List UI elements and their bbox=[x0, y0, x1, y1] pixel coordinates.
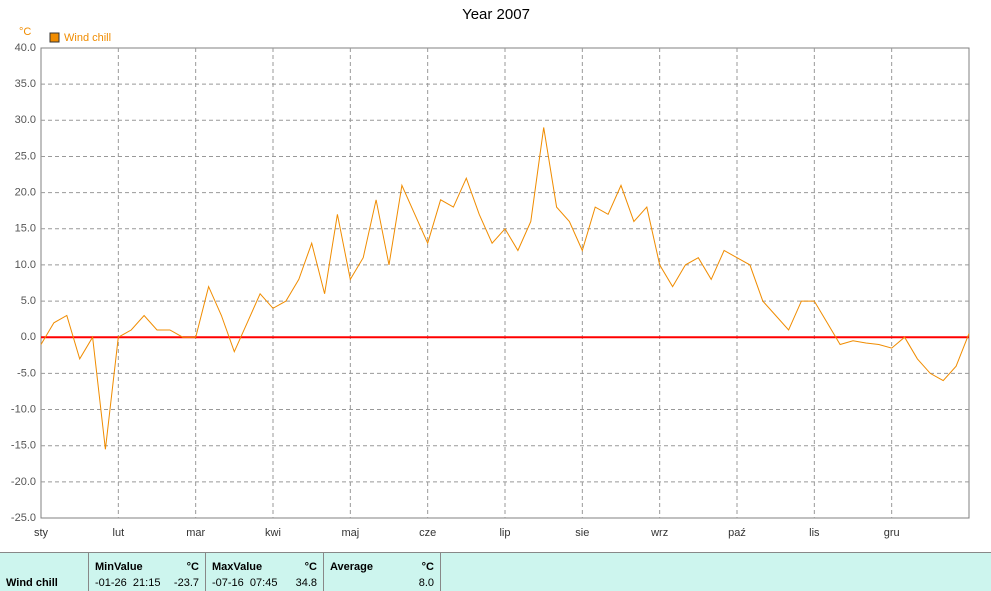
value: -23.7 bbox=[173, 577, 199, 589]
time: -07-16 07:45 bbox=[212, 577, 278, 589]
x-tick-label: wrz bbox=[650, 527, 668, 539]
cell: MinValue °C -01-26 21:15 -23.7 bbox=[89, 553, 206, 591]
x-tick-label: mar bbox=[186, 527, 205, 539]
y-tick-label: 30.0 bbox=[15, 114, 36, 126]
legend-swatch bbox=[49, 32, 60, 43]
header: MinValue bbox=[95, 561, 143, 573]
y-tick-label: -20.0 bbox=[11, 476, 36, 488]
header: Average bbox=[330, 561, 374, 573]
y-tick-label: 35.0 bbox=[15, 78, 36, 90]
y-tick-label: -10.0 bbox=[11, 403, 36, 415]
row-label: Wind chill bbox=[6, 577, 58, 589]
unit: °C bbox=[304, 561, 317, 573]
y-tick-label: 10.0 bbox=[15, 259, 36, 271]
y-tick-label: 25.0 bbox=[15, 150, 36, 162]
x-tick-label: sty bbox=[34, 527, 49, 539]
y-tick-label: 40.0 bbox=[15, 42, 36, 54]
x-tick-label: kwi bbox=[265, 527, 281, 539]
y-tick-label: 5.0 bbox=[21, 295, 36, 307]
value: 8.0 bbox=[418, 577, 434, 589]
x-tick-label: lip bbox=[499, 527, 510, 539]
summary-table: Wind chill MinValue °C -01-26 21:15 -23.… bbox=[0, 552, 991, 591]
cell: MaxValue °C -07-16 07:45 34.8 bbox=[206, 553, 324, 591]
x-tick-label: lis bbox=[809, 527, 820, 539]
unit: °C bbox=[421, 561, 434, 573]
legend-label: Wind chill bbox=[64, 32, 111, 44]
chart: Year 2007 °C -25.0 -20.0 -15.0 -10.0 -5.0 0.0… bbox=[11, 6, 970, 539]
time: -01-26 21:15 bbox=[95, 577, 161, 589]
x-tick-label: maj bbox=[341, 527, 359, 539]
x-tick-label: gru bbox=[884, 527, 900, 539]
cell: Wind chill bbox=[0, 553, 89, 591]
series-line bbox=[40, 127, 970, 450]
x-tick-label: paź bbox=[728, 527, 746, 539]
y-tick-label: 20.0 bbox=[15, 187, 36, 199]
x-tick-label: lut bbox=[113, 527, 125, 539]
value: 34.8 bbox=[295, 577, 317, 589]
chart-title: Year 2007 bbox=[462, 6, 530, 23]
y-tick-label: -15.0 bbox=[11, 440, 36, 452]
y-tick-label: -5.0 bbox=[17, 367, 36, 379]
y-tick-label: 15.0 bbox=[15, 223, 36, 235]
x-tick-label: cze bbox=[419, 527, 436, 539]
x-tick-label: sie bbox=[575, 527, 589, 539]
header: MaxValue bbox=[212, 561, 263, 573]
y-tick-label: 0.0 bbox=[21, 331, 36, 343]
unit: °C bbox=[186, 561, 199, 573]
y-tick-label: -25.0 bbox=[11, 512, 36, 524]
y-unit: °C bbox=[19, 26, 31, 38]
cell: Average °C 8.0 bbox=[324, 553, 441, 591]
